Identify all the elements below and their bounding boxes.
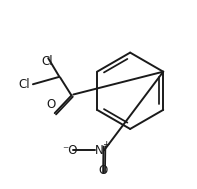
Text: O: O	[98, 164, 108, 177]
Text: +: +	[102, 140, 110, 149]
Text: N: N	[95, 144, 104, 157]
Text: ⁻O: ⁻O	[62, 144, 77, 157]
Text: Cl: Cl	[42, 55, 53, 68]
Text: Cl: Cl	[18, 78, 30, 91]
Text: O: O	[46, 98, 56, 111]
